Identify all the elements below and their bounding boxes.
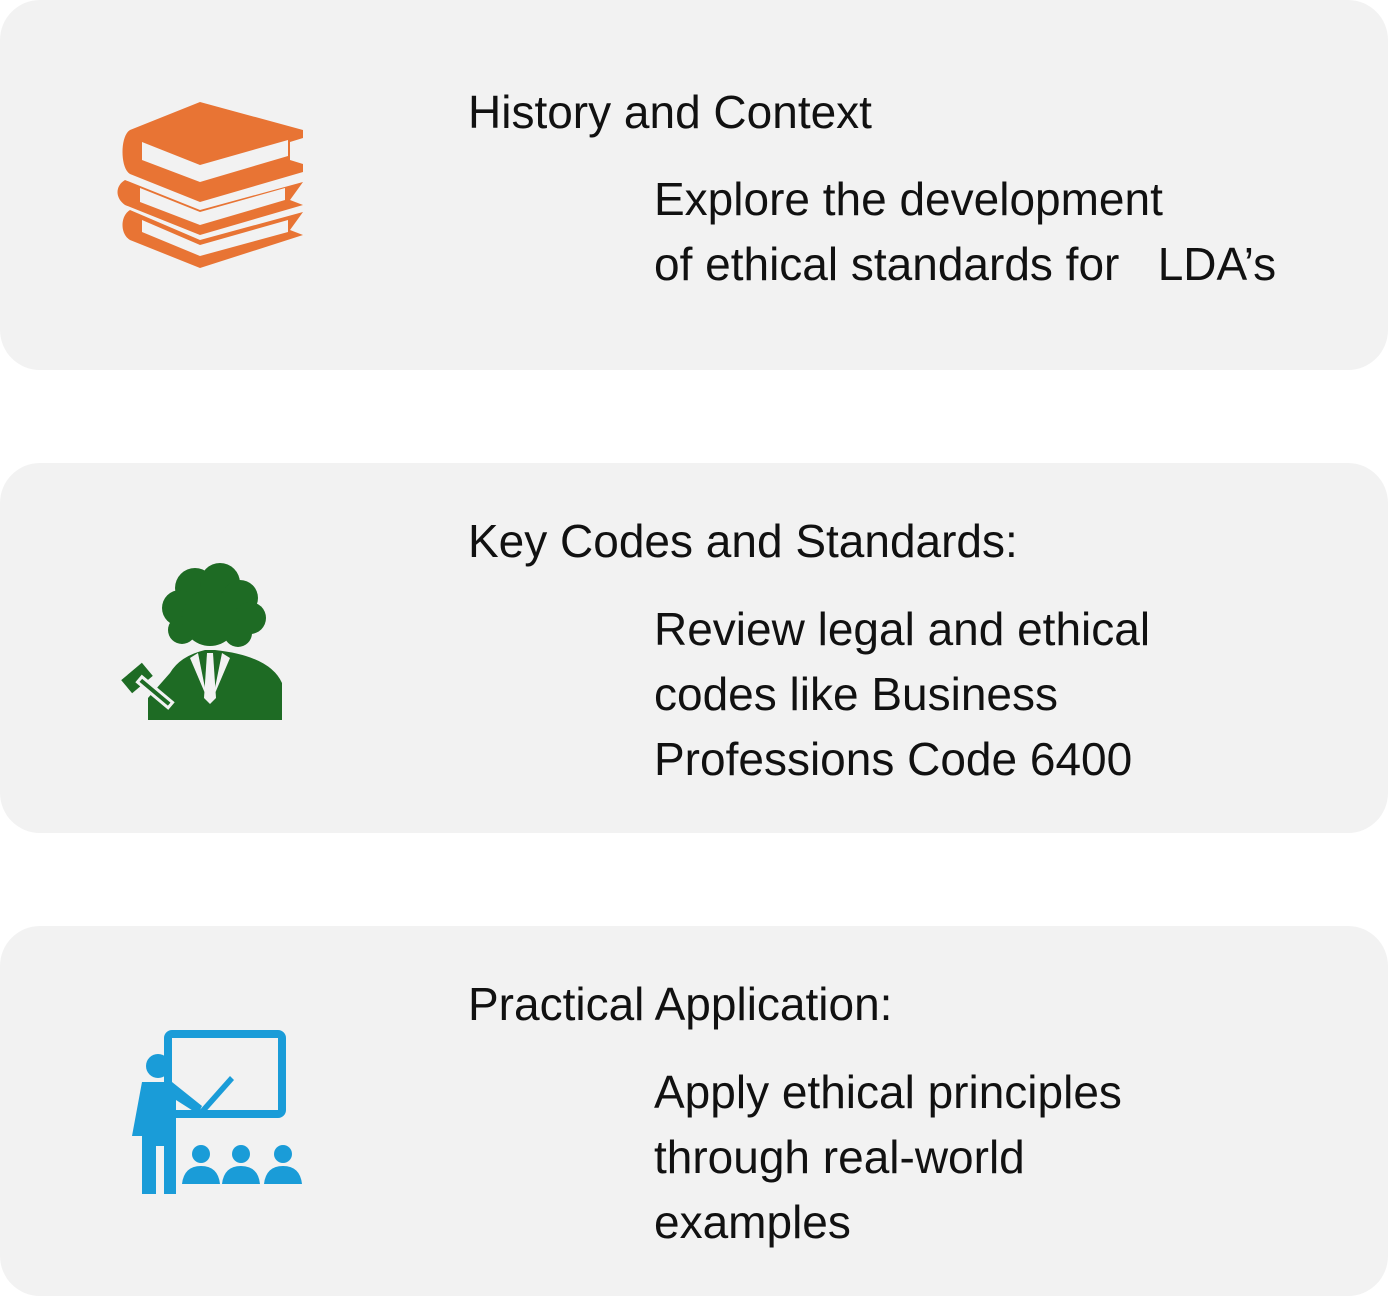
- card-description: Review legal and ethical codes like Busi…: [654, 597, 1150, 792]
- description-line: examples: [654, 1196, 851, 1248]
- card: History and Context Explore the developm…: [0, 0, 1388, 370]
- card-title: Key Codes and Standards:: [468, 515, 1018, 567]
- card: Key Codes and Standards: Review legal an…: [0, 463, 1388, 833]
- card-description: Apply ethical principles through real-wo…: [654, 1060, 1122, 1255]
- card-title: History and Context: [468, 86, 872, 138]
- description-line: Explore the development: [654, 173, 1163, 225]
- description-line: codes like Business: [654, 668, 1058, 720]
- description-line: Apply ethical principles: [654, 1066, 1122, 1118]
- teacher-icon: [132, 1030, 302, 1194]
- description-line: Review legal and ethical: [654, 603, 1151, 655]
- description-line: Professions Code 6400: [654, 733, 1133, 785]
- judge-icon: [116, 563, 282, 720]
- description-line: of ethical standards for LDA’s: [654, 238, 1277, 290]
- card: Practical Application: Apply ethical pri…: [0, 926, 1388, 1296]
- description-line: through real-world: [654, 1131, 1025, 1183]
- card-title: Practical Application:: [468, 978, 893, 1030]
- books-icon: [117, 102, 303, 268]
- card-description: Explore the development of ethical stand…: [654, 167, 1276, 297]
